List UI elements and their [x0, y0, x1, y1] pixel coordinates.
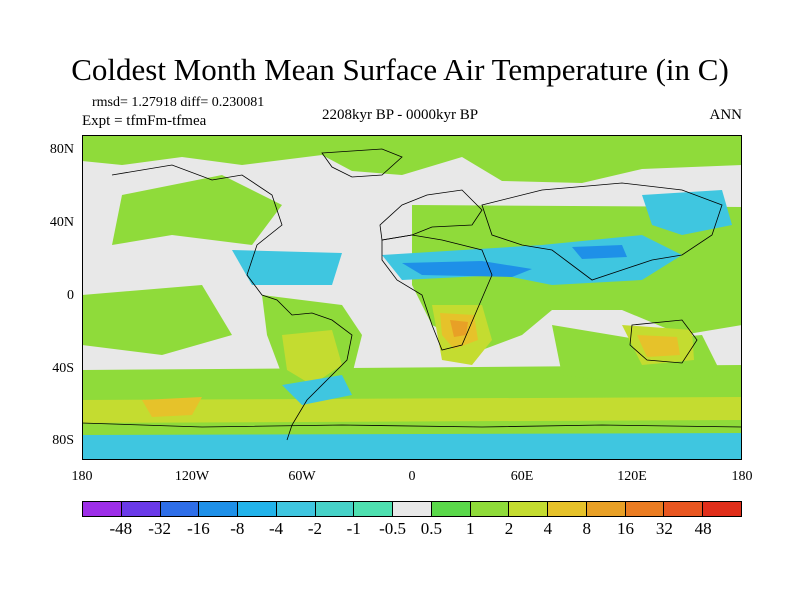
lon-label-60e: 60E	[510, 469, 534, 484]
lon-label-60w: 60W	[288, 469, 316, 484]
colorbar-tick-label: 1	[465, 519, 475, 538]
colorbar-tick-label: -1	[346, 519, 361, 538]
lat-label-40s: 40S	[52, 361, 74, 376]
colorbar-tick-label: -32	[148, 519, 171, 538]
colorbar-swatch	[664, 502, 704, 516]
colorbar-tick-label: -4	[269, 519, 284, 538]
lat-label-0: 0	[67, 288, 74, 303]
colorbar-tick-label: 48	[694, 519, 712, 538]
colorbar-swatch	[121, 502, 161, 516]
colorbar	[82, 501, 742, 517]
lon-label-180e: 180	[731, 469, 753, 484]
lon-label-0: 0	[408, 469, 416, 484]
lat-label-80n: 80N	[49, 142, 74, 157]
colorbar-swatch	[431, 502, 471, 516]
colorbar-swatch	[199, 502, 239, 516]
colorbar-swatch	[470, 502, 510, 516]
colorbar-tick-label: 8	[582, 519, 591, 538]
peak-warm-africa	[450, 320, 468, 337]
colorbar-tick-label: 2	[504, 519, 514, 538]
colorbar-swatch	[703, 502, 742, 516]
colorbar-tick-label: -2	[307, 519, 323, 538]
colorbar-swatch	[238, 502, 277, 516]
colorbar-swatch	[586, 502, 626, 516]
stats-text: rmsd= 1.27918 diff= 0.230081	[92, 95, 265, 110]
colorbar-tick-label: -0.5	[379, 519, 407, 538]
map-title: Coldest Month Mean Surface Air Temperatu…	[71, 52, 729, 87]
period-label: 2208kyr BP - 0000kyr BP	[322, 107, 479, 123]
colorbar-tick-label: 32	[655, 519, 673, 538]
colorbar-tick-label: 16	[617, 519, 635, 538]
coastlines	[82, 148, 742, 441]
colorbar-swatch	[276, 502, 316, 516]
colorbar-swatch	[83, 502, 122, 516]
season-label: ANN	[709, 107, 743, 123]
colorbar-swatch	[548, 502, 587, 516]
colorbar-swatch	[315, 502, 355, 516]
lat-label-80s: 80S	[52, 433, 74, 448]
colorbar-tick-label: 0.5	[420, 519, 443, 538]
lon-label-180w: 180	[71, 469, 93, 484]
colorbar-swatch	[160, 502, 200, 516]
map-frame	[82, 135, 742, 460]
colorbar-swatch	[625, 502, 665, 516]
colorbar-swatch	[354, 502, 394, 516]
cold-anomaly-regions	[402, 245, 627, 277]
colorbar-tick-label: -16	[187, 519, 210, 538]
lon-label-120w: 120W	[174, 469, 210, 484]
lon-label-120e: 120E	[617, 469, 647, 484]
colorbar-swatch	[393, 502, 432, 516]
colorbar-swatch	[509, 502, 549, 516]
colorbar-tick-label: -48	[109, 519, 133, 538]
temperature-anomaly-map	[82, 135, 742, 460]
lat-label-40n: 40N	[49, 215, 74, 230]
experiment-label: Expt = tfmFm-tfmea	[82, 113, 207, 129]
colorbar-tick-label: -8	[230, 519, 245, 538]
colorbar-tick-label: 4	[543, 519, 553, 538]
